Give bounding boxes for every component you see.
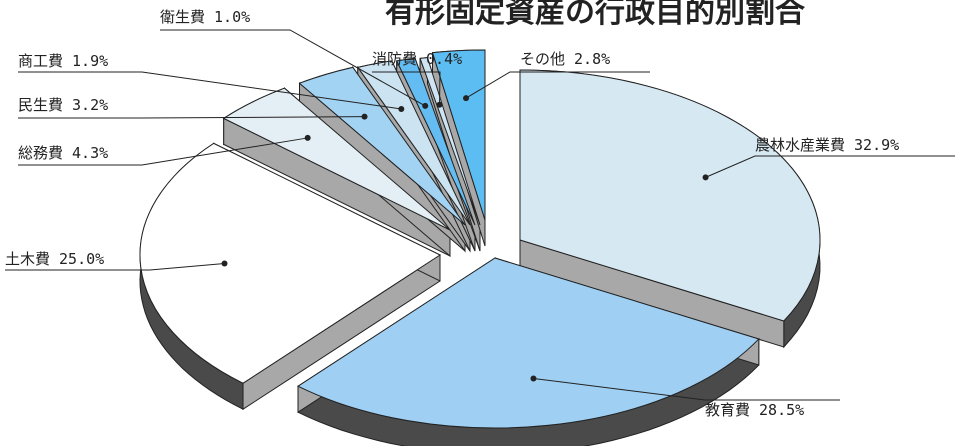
pie-slice-tops	[139, 49, 821, 429]
chart-title: 有形固定資産の行政目的別割合	[385, 0, 805, 30]
pie-slice-fire	[419, 57, 481, 226]
pie-slice-agriculture	[519, 69, 821, 322]
leader-line-welfare	[18, 116, 365, 119]
slice-label-commerce: 商工費 1.9%	[18, 52, 108, 70]
pie-slice-education	[297, 257, 760, 429]
leader-line-commerce	[18, 71, 402, 110]
slice-labels: 農林水産業費 32.9% 教育費 28.5% 土木費 25.0% 総務費 4.3…	[5, 8, 899, 419]
leader-line-education	[533, 377, 840, 401]
slice-label-welfare: 民生費 3.2%	[18, 96, 108, 114]
pie-slice-other	[431, 49, 486, 221]
pie-slice-civil-engineering	[139, 142, 442, 384]
slice-label-agriculture: 農林水産業費 32.9%	[755, 136, 899, 154]
slice-label-civil-engineering: 土木費 25.0%	[5, 250, 104, 268]
pie-slice-general-affairs	[222, 87, 451, 231]
slice-label-general-affairs: 総務費 4.3%	[18, 144, 108, 162]
pie-slice-commerce	[356, 60, 471, 226]
pie-slice-health	[396, 57, 476, 226]
slice-label-education: 教育費 28.5%	[705, 401, 804, 419]
slice-label-other: その他 2.8%	[520, 50, 610, 68]
leader-line-agriculture	[705, 155, 955, 178]
leader-line-general-affairs	[18, 137, 308, 166]
leader-line-fire	[372, 71, 441, 105]
leader-line-other	[465, 71, 650, 99]
leader-line-health	[160, 29, 426, 107]
leader-line-civil-engineering	[5, 262, 225, 271]
slice-label-fire: 消防費 0.4%	[372, 50, 462, 68]
label-leader-lines	[5, 29, 955, 401]
pie-slice-welfare	[298, 66, 466, 226]
slice-label-health: 衛生費 1.0%	[160, 8, 250, 26]
